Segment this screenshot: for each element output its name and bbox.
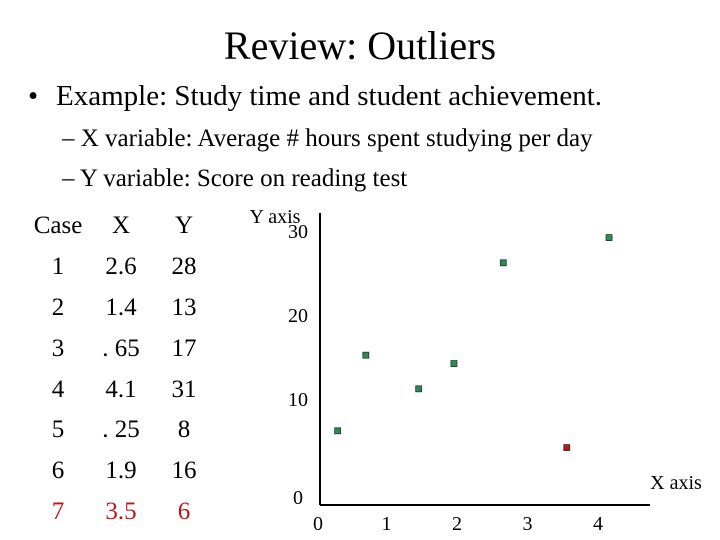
y-tick-label: 0 [293, 487, 303, 509]
cell-case: 7 [51, 497, 65, 525]
data-points [334, 234, 613, 452]
x-tick-label: 2 [452, 513, 462, 535]
cell-y: 17 [171, 334, 197, 362]
data-point-1 [499, 259, 507, 267]
cell-y: 13 [171, 293, 197, 321]
cell-x: 2.6 [105, 253, 137, 281]
header-y: Y [174, 212, 194, 240]
cell-case: 5 [51, 416, 65, 444]
cell-case: 4 [51, 375, 65, 403]
x-tick-labels: 0 1 2 3 4 [313, 513, 603, 535]
data-point-7 [563, 444, 571, 452]
table-row: 6 1.9 16 [22, 451, 220, 492]
x-tick-label: 4 [593, 513, 603, 535]
cell-x: . 25 [102, 416, 140, 444]
cell-x: 1.9 [105, 457, 137, 485]
data-point-3 [362, 351, 370, 359]
cell-y: 31 [171, 375, 197, 403]
y-tick-label: 10 [288, 389, 308, 411]
header-x: X [111, 212, 131, 240]
table-row: 5 . 25 8 [22, 410, 220, 451]
data-table: Case X Y 1 2.6 28 2 1.4 13 3 . 65 17 4 [22, 206, 220, 532]
cell-y: 16 [171, 457, 197, 485]
cell-y: 8 [177, 416, 191, 444]
bullet-dot-icon: • [28, 80, 39, 112]
cell-y: 6 [177, 497, 191, 525]
y-tick-label: 20 [288, 305, 308, 327]
table-row: 2 1.4 13 [22, 288, 220, 329]
table-row: 4 4.1 31 [22, 369, 220, 410]
header-case: Case [33, 212, 83, 240]
table-row: 1 2.6 28 [22, 247, 220, 288]
x-tick-label: 1 [382, 513, 392, 535]
table-row: 3 . 65 17 [22, 328, 220, 369]
bullet-text: Example: Study time and student achievem… [56, 80, 603, 112]
sub-item-y-variable: – Y variable: Score on reading test [62, 165, 408, 192]
x-tick-label: 3 [523, 513, 533, 535]
cell-case: 2 [51, 293, 65, 321]
data-point-2 [415, 385, 423, 393]
bullet-example: • Example: Study time and student achieve… [28, 78, 602, 114]
cell-y: 28 [171, 253, 197, 281]
cell-x: . 65 [102, 334, 140, 362]
cell-case: 1 [51, 253, 65, 281]
table-row-outlier: 7 3.5 6 [22, 492, 220, 533]
y-axis-label: Y axis [250, 206, 301, 228]
y-tick-labels: 0 10 20 30 [288, 221, 308, 509]
y-tick-label: 30 [288, 221, 308, 243]
table-header-row: Case X Y [22, 206, 220, 247]
data-point-6 [450, 360, 458, 368]
x-axis-label: X axis [650, 472, 702, 494]
cell-x: 1.4 [105, 293, 137, 321]
cell-case: 6 [51, 457, 65, 485]
data-point-5 [334, 427, 342, 435]
cell-x: 3.5 [105, 497, 137, 525]
cell-case: 3 [51, 334, 65, 362]
slide-title: Review: Outliers [223, 23, 497, 68]
sub-item-x-variable: – X variable: Average # hours spent stud… [62, 125, 593, 152]
cell-x: 4.1 [105, 375, 137, 403]
data-point-4 [605, 234, 613, 242]
x-tick-label: 0 [313, 513, 323, 535]
